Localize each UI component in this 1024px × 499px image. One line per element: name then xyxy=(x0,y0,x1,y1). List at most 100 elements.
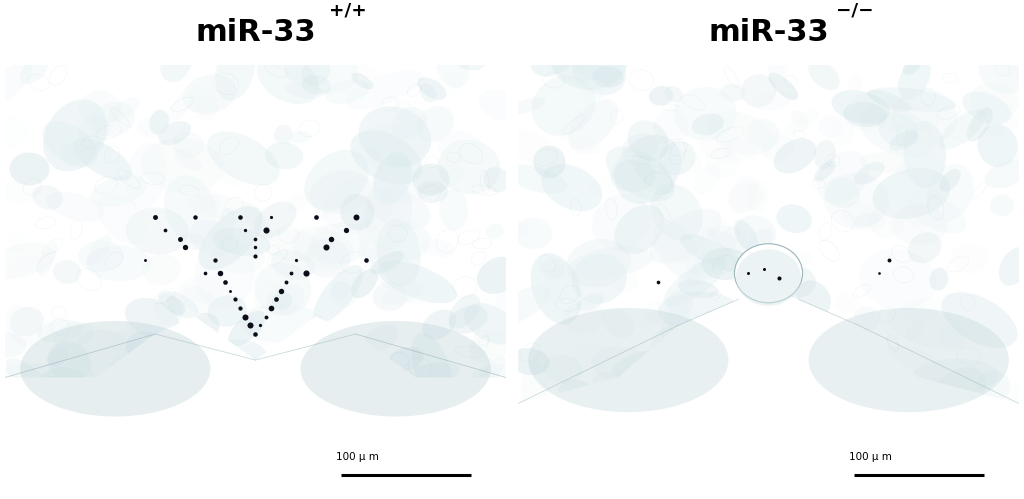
Ellipse shape xyxy=(701,248,750,280)
Ellipse shape xyxy=(455,396,472,415)
Ellipse shape xyxy=(449,305,487,333)
Ellipse shape xyxy=(352,62,380,79)
Ellipse shape xyxy=(309,236,339,265)
Ellipse shape xyxy=(485,224,504,239)
Ellipse shape xyxy=(206,399,242,427)
Ellipse shape xyxy=(640,310,665,330)
Ellipse shape xyxy=(867,90,911,112)
Ellipse shape xyxy=(687,226,740,286)
Ellipse shape xyxy=(97,193,147,245)
Ellipse shape xyxy=(528,308,728,412)
Ellipse shape xyxy=(698,348,718,383)
Ellipse shape xyxy=(439,189,468,231)
Ellipse shape xyxy=(291,380,315,423)
Ellipse shape xyxy=(90,102,135,137)
Ellipse shape xyxy=(890,396,930,415)
Ellipse shape xyxy=(313,204,329,221)
Ellipse shape xyxy=(286,83,324,99)
Ellipse shape xyxy=(831,90,890,124)
Ellipse shape xyxy=(271,292,292,310)
Ellipse shape xyxy=(753,91,791,111)
Ellipse shape xyxy=(844,102,887,127)
Ellipse shape xyxy=(186,195,261,222)
Ellipse shape xyxy=(890,197,922,227)
Ellipse shape xyxy=(371,251,403,274)
Ellipse shape xyxy=(292,227,353,270)
Ellipse shape xyxy=(978,124,1018,167)
Ellipse shape xyxy=(423,397,446,421)
Ellipse shape xyxy=(215,42,255,101)
Ellipse shape xyxy=(784,110,820,135)
Ellipse shape xyxy=(379,363,460,393)
Ellipse shape xyxy=(767,45,790,78)
Ellipse shape xyxy=(47,376,78,402)
Ellipse shape xyxy=(483,167,510,193)
Ellipse shape xyxy=(939,169,961,192)
Ellipse shape xyxy=(0,181,40,203)
Ellipse shape xyxy=(109,97,140,122)
Ellipse shape xyxy=(652,222,702,280)
Ellipse shape xyxy=(693,164,720,195)
Ellipse shape xyxy=(592,372,633,399)
Ellipse shape xyxy=(479,89,518,121)
Ellipse shape xyxy=(575,55,603,82)
Circle shape xyxy=(734,244,803,303)
Ellipse shape xyxy=(381,165,464,203)
Ellipse shape xyxy=(164,176,217,244)
Text: miR-33: miR-33 xyxy=(709,18,828,47)
Ellipse shape xyxy=(137,344,172,364)
Ellipse shape xyxy=(774,138,816,173)
Ellipse shape xyxy=(165,91,194,126)
Ellipse shape xyxy=(86,245,151,281)
Ellipse shape xyxy=(159,291,199,318)
Ellipse shape xyxy=(125,307,161,336)
Ellipse shape xyxy=(541,258,565,279)
Ellipse shape xyxy=(854,162,885,185)
Ellipse shape xyxy=(905,320,924,342)
Ellipse shape xyxy=(365,124,431,157)
Ellipse shape xyxy=(534,146,565,179)
Ellipse shape xyxy=(859,152,944,175)
Ellipse shape xyxy=(126,208,188,254)
Ellipse shape xyxy=(0,61,33,106)
Ellipse shape xyxy=(240,303,325,343)
Ellipse shape xyxy=(374,394,415,429)
Polygon shape xyxy=(5,317,506,499)
Ellipse shape xyxy=(571,253,627,303)
Ellipse shape xyxy=(592,346,652,383)
Ellipse shape xyxy=(325,385,340,403)
Ellipse shape xyxy=(346,70,423,109)
Ellipse shape xyxy=(357,150,387,177)
Ellipse shape xyxy=(386,222,430,259)
Ellipse shape xyxy=(992,147,1024,164)
Ellipse shape xyxy=(514,218,552,250)
Ellipse shape xyxy=(340,194,374,230)
Ellipse shape xyxy=(511,221,528,238)
Ellipse shape xyxy=(358,242,386,259)
Ellipse shape xyxy=(233,220,255,240)
Ellipse shape xyxy=(416,106,454,142)
Ellipse shape xyxy=(331,281,350,298)
Ellipse shape xyxy=(592,194,650,250)
Ellipse shape xyxy=(368,189,431,230)
Ellipse shape xyxy=(469,331,511,363)
Ellipse shape xyxy=(733,356,776,393)
Ellipse shape xyxy=(763,134,795,162)
Ellipse shape xyxy=(950,243,988,273)
Ellipse shape xyxy=(667,300,701,342)
Ellipse shape xyxy=(639,355,678,390)
Ellipse shape xyxy=(692,113,724,135)
Ellipse shape xyxy=(623,133,658,162)
Ellipse shape xyxy=(887,307,969,350)
Ellipse shape xyxy=(560,109,582,142)
Ellipse shape xyxy=(741,74,776,107)
Ellipse shape xyxy=(854,306,880,330)
Ellipse shape xyxy=(351,269,378,298)
Ellipse shape xyxy=(10,307,44,336)
Ellipse shape xyxy=(150,110,169,135)
Ellipse shape xyxy=(649,86,673,106)
Ellipse shape xyxy=(412,333,454,407)
Ellipse shape xyxy=(290,131,311,143)
Ellipse shape xyxy=(174,149,202,171)
Ellipse shape xyxy=(6,358,69,420)
